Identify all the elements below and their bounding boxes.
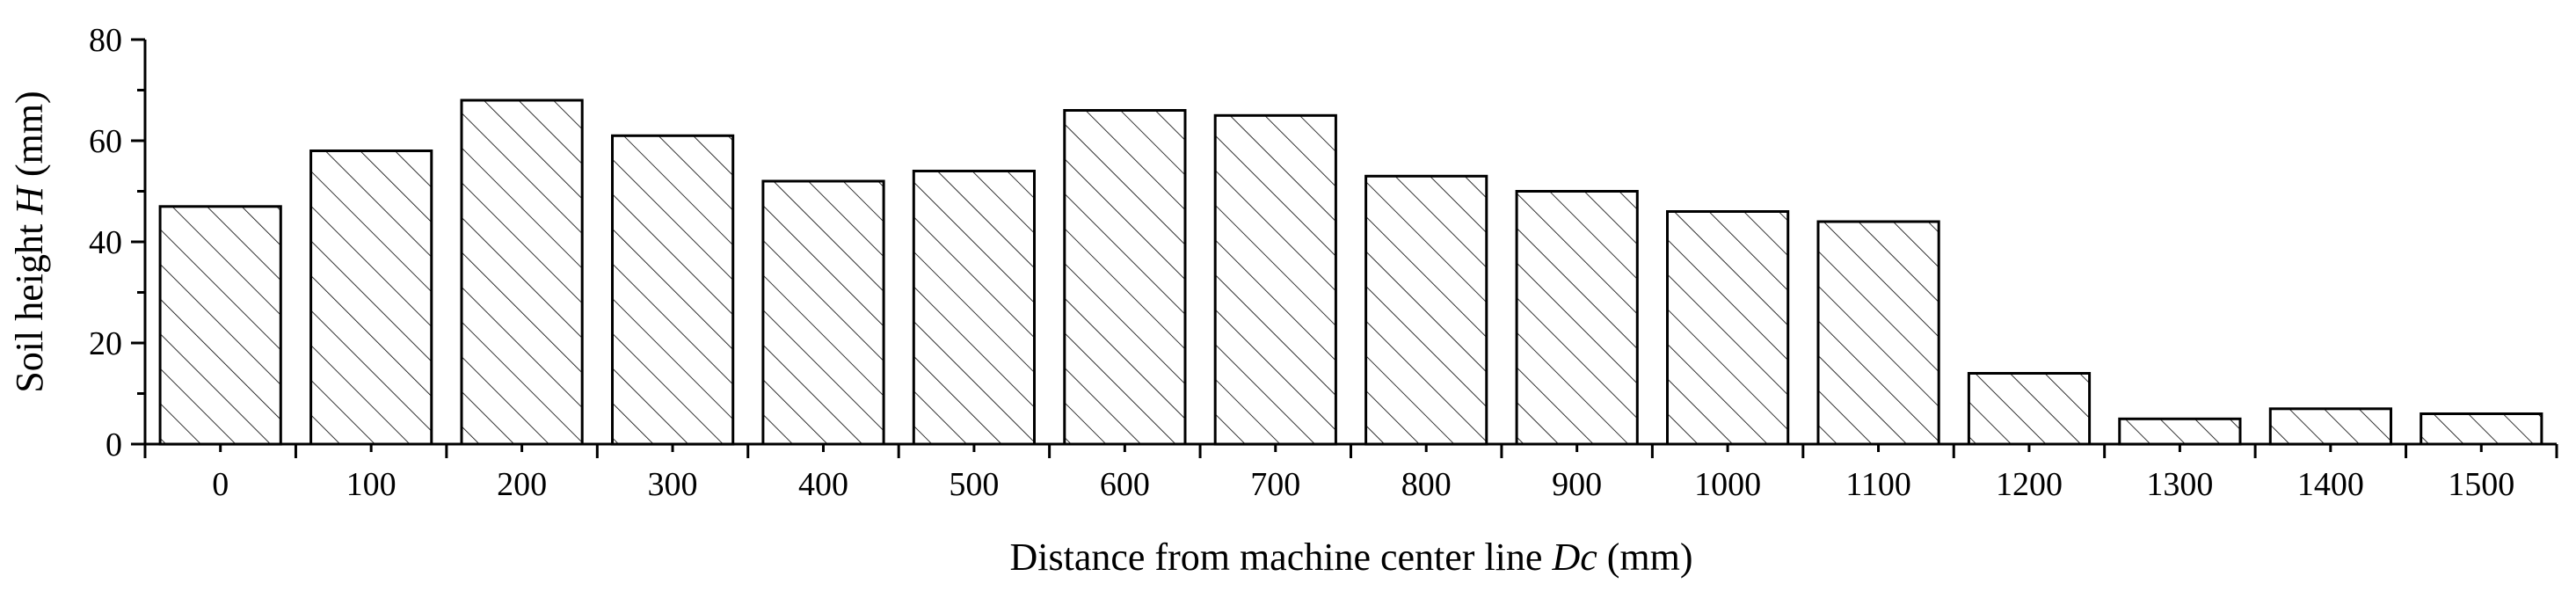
x-axis-title: Distance from machine center line Dc (mm… [1009,536,1692,579]
x-axis-title-text: Distance from machine center line [1009,536,1552,579]
bar-1400 [2268,407,2393,446]
x-tick-label-100: 100 [346,466,397,503]
y-tick-label-40: 40 [89,224,122,261]
bar-800 [1364,174,1488,446]
y-tick-label-80: 80 [89,22,122,59]
x-tick-label-1400: 1400 [2297,466,2364,503]
x-tick-label-600: 600 [1100,466,1150,503]
x-tick-label-500: 500 [949,466,999,503]
x-tick-label-200: 200 [497,466,547,503]
y-tick-label-0: 0 [106,427,122,463]
bar-500 [912,170,1037,446]
y-axis-title-unit: (mm) [8,91,51,186]
y-axis-title-symbol: H [8,185,51,215]
x-axis-title-unit: (mm) [1597,536,1693,579]
x-tick-label-900: 900 [1552,466,1602,503]
x-tick-label-0: 0 [212,466,229,503]
x-tick-label-1100: 1100 [1845,466,1911,503]
x-tick-label-1000: 1000 [1694,466,1761,503]
y-tick-label-60: 60 [89,123,122,160]
y-tick-label-20: 20 [89,325,122,362]
x-tick-label-1200: 1200 [1996,466,2063,503]
bar-100 [309,150,433,446]
x-axis-title-symbol: Dc [1551,536,1597,579]
x-tick-label-1500: 1500 [2448,466,2514,503]
bar-1300 [2118,417,2242,446]
bar-600 [1063,109,1187,446]
x-ticks-group: 0 100 200 300 400 500 600 700 800 900 1000 1100 1200… [143,444,2558,503]
x-tick-label-1300: 1300 [2146,466,2213,503]
y-ticks-group: 0 20 40 60 80 [89,22,145,463]
x-tick-label-700: 700 [1250,466,1300,503]
bar-1200 [1967,372,2092,446]
x-tick-label-300: 300 [648,466,698,503]
y-axis-title-text: Soil height [8,215,51,393]
bar-1000 [1666,210,1790,446]
bars-group [158,98,2543,446]
bar-1500 [2420,412,2543,446]
bar-300 [611,134,735,446]
bar-700 [1213,113,1337,446]
y-axis-title: Soil height H (mm) [8,91,51,392]
bar-0 [158,205,282,446]
bar-400 [761,179,885,446]
x-tick-label-800: 800 [1401,466,1452,503]
bar-1100 [1816,220,1940,446]
x-tick-label-400: 400 [798,466,848,503]
bar-900 [1515,190,1639,446]
bar-200 [460,98,584,446]
